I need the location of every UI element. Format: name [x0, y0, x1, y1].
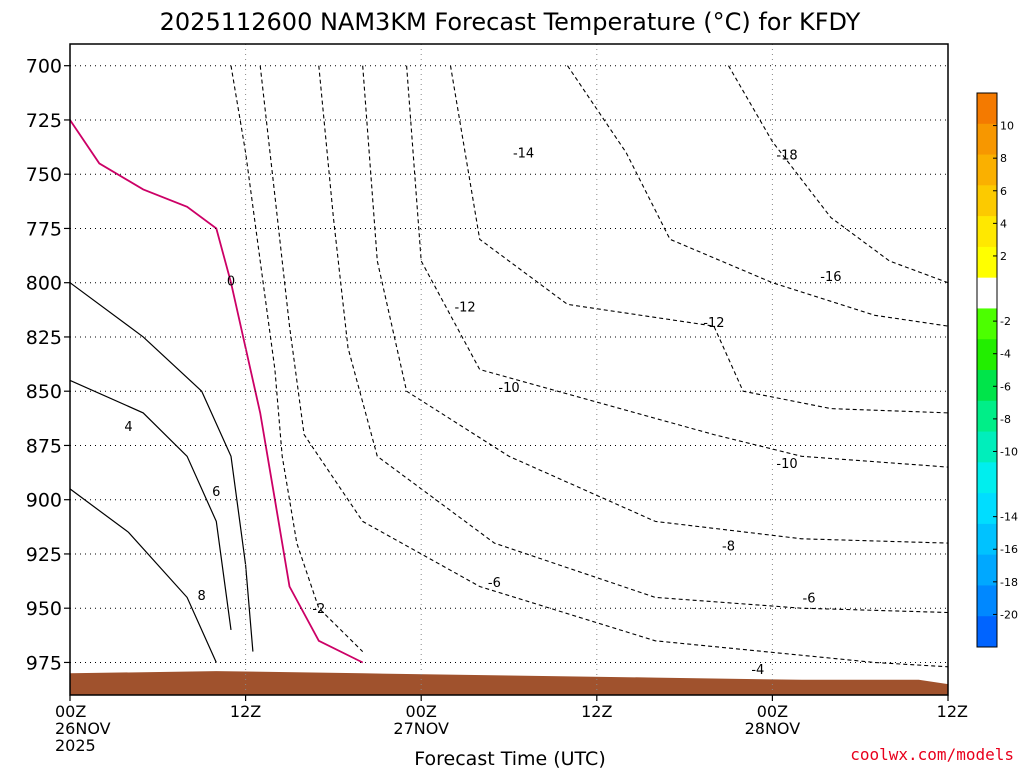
chart-title: 2025112600 NAM3KM Forecast Temperature (…	[160, 8, 861, 36]
